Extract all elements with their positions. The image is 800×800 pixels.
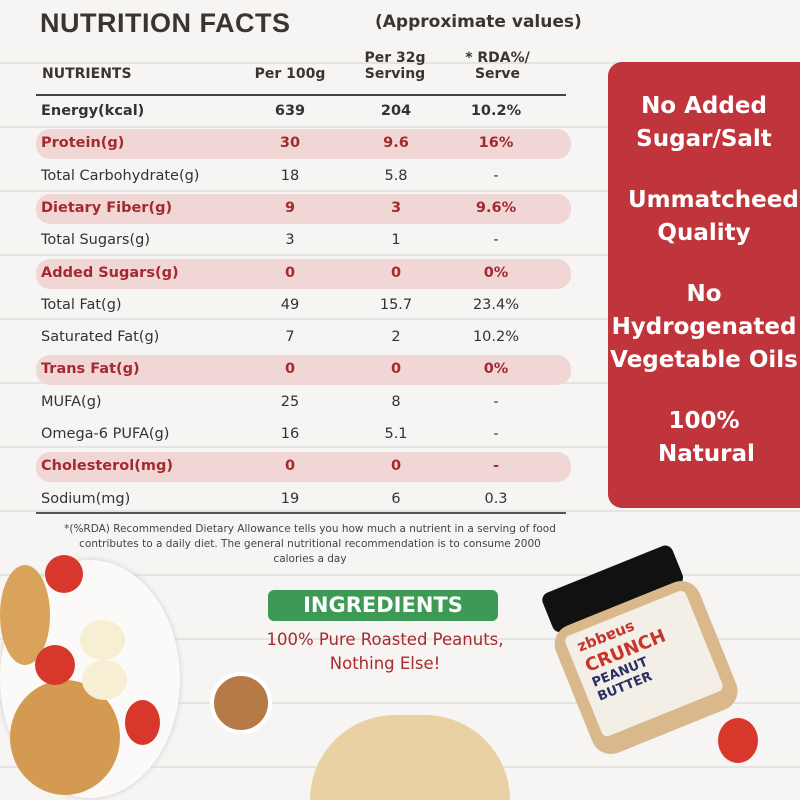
table-row: Energy(kcal) 639 204 10.2% [36,97,571,127]
table-row: Protein(g) 30 9.6 16% [36,129,571,160]
claim: No Added Sugar/Salt [636,93,772,152]
cell-per32: 6 [391,490,401,507]
cell-per32: 15.7 [379,296,413,313]
strawberry [125,700,160,745]
cell-name: Trans Fat(g) [41,361,140,378]
col-per32: Per 32g Serving [364,50,426,82]
cell-per100: 16 [280,426,300,442]
cell-per100: 19 [280,490,300,507]
strawberry [718,718,758,763]
cell-name: Omega-6 PUFA(g) [41,426,170,442]
cell-name: Cholesterol(mg) [41,458,173,475]
table-row: Total Fat(g) 49 15.7 23.4% [36,291,571,321]
cell-rda: - [492,458,500,475]
table-row: MUFA(g) 25 8 - [36,388,571,418]
cell-per32: 0 [390,264,402,281]
cell-per100: 7 [285,329,295,346]
table-row: Trans Fat(g) 0 0 0% [36,355,571,386]
cell-name: Total Sugars(g) [41,232,150,249]
cell-rda: - [493,393,499,410]
footnote: *(%RDA) Recommended Dietary Allowance te… [64,523,556,565]
table-row: Dietary Fiber(g) 9 3 9.6% [36,193,571,224]
claim: 100% Natural [658,408,755,467]
ingredients-line: Nothing Else! [329,654,441,673]
table-row: Omega-6 PUFA(g) 16 5.1 - [36,420,571,450]
cell-per100: 3 [285,232,295,249]
cell-name: Sodium(mg) [41,490,131,507]
table-row: Saturated Fat(g) 7 2 10.2% [36,323,571,353]
table-row: Cholesterol(mg) 0 0 - [36,452,571,483]
cell-name: Total Fat(g) [41,296,122,313]
cell-rda: 0% [483,361,509,378]
claim: Ummatcheed Quality [628,187,799,246]
cell-rda: 0% [483,264,509,281]
cell-name: Energy(kcal) [41,103,145,119]
claims-panel: No Added Sugar/Salt Ummatcheed Quality N… [608,62,800,508]
page-title: NUTRITION FACTS [40,8,291,38]
cell-rda: 10.2% [470,103,522,119]
strawberry [35,645,75,685]
cell-rda: 9.6% [475,199,517,216]
cell-per100: 30 [279,135,301,152]
col-rda: * RDA%/ Serve [465,50,530,82]
table-row: Total Carbohydrate(g) 18 5.8 - [36,162,571,192]
divider [36,512,566,514]
divider [36,94,566,96]
cell-per100: 0 [284,361,296,378]
table-row: Added Sugars(g) 0 0 0% [36,258,571,289]
banana [82,660,127,700]
cell-name: Total Carbohydrate(g) [41,167,200,184]
cell-per100: 0 [284,264,296,281]
cell-name: MUFA(g) [41,393,102,410]
ingredients-line: 100% Pure Roasted Peanuts, [266,630,504,649]
cell-per32: 3 [390,199,402,216]
cell-per32: 2 [391,329,401,346]
strawberry [45,555,83,593]
cell-name: Added Sugars(g) [41,264,179,281]
cell-name: Dietary Fiber(g) [41,199,173,216]
cell-rda: 16% [478,135,514,152]
almond-bowl [210,672,272,734]
cell-per100: 49 [280,296,300,313]
ingredients-badge: INGREDIENTS [268,590,498,621]
cell-rda: 0.3 [484,490,508,507]
cell-per32: 1 [391,232,401,249]
cell-per32: 0 [390,361,402,378]
cell-per32: 5.8 [384,167,408,184]
cell-rda: - [493,426,499,442]
cell-rda: 10.2% [472,329,520,346]
claim: No Hydrogenated Vegetable Oils [610,281,798,373]
cell-rda: - [493,167,499,184]
cell-name: Protein(g) [41,135,125,152]
cell-per100: 0 [284,458,296,475]
granola-bowl [310,715,510,800]
cell-per32: 9.6 [383,135,409,152]
col-nutrients: NUTRIENTS [42,66,132,82]
cell-name: Saturated Fat(g) [41,329,160,346]
table-row: Sodium(mg) 19 6 0.3 [36,485,571,515]
cell-rda: - [493,232,499,249]
cell-rda: 23.4% [472,296,520,313]
cell-per32: 0 [390,458,402,475]
banana [80,620,125,660]
subtitle: (Approximate values) [375,12,582,32]
cell-per100: 18 [280,167,300,184]
cell-per100: 639 [274,103,306,119]
cell-per32: 5.1 [384,426,408,442]
ingredients-text: 100% Pure Roasted Peanuts, Nothing Else! [240,628,530,676]
cell-per32: 8 [391,393,401,410]
table-row: Total Sugars(g) 3 1 - [36,226,571,256]
cell-per100: 9 [284,199,296,216]
cell-per32: 204 [380,103,412,119]
cell-per100: 25 [280,393,300,410]
col-per100: Per 100g [254,66,326,82]
